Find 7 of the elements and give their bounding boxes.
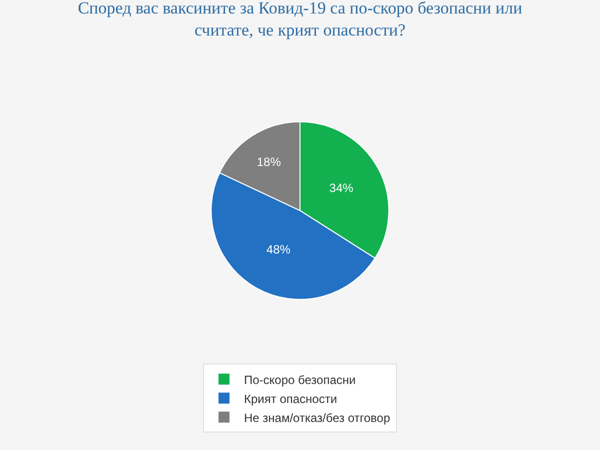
chart-title: Според вас ваксините за Ковид-19 са по-скоро безопасни или считате, че крият опасности?	[78, 0, 522, 40]
data-label: 48%	[266, 242, 291, 257]
legend-label: Крият опасности	[244, 392, 338, 406]
data-label: 18%	[256, 154, 282, 169]
legend-label: Не знам/отказ/без отговор	[244, 410, 390, 425]
legend-label: По-скоро безопасни	[244, 372, 356, 387]
data-label: 34%	[329, 180, 354, 195]
